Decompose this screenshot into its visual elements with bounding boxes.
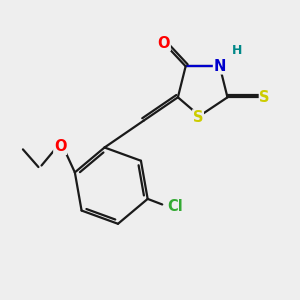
Text: S: S [260, 90, 270, 105]
Text: S: S [193, 110, 203, 125]
Text: O: O [54, 140, 66, 154]
Text: Cl: Cl [167, 199, 182, 214]
Text: O: O [158, 36, 170, 51]
Text: N: N [214, 59, 226, 74]
Text: H: H [232, 44, 242, 57]
